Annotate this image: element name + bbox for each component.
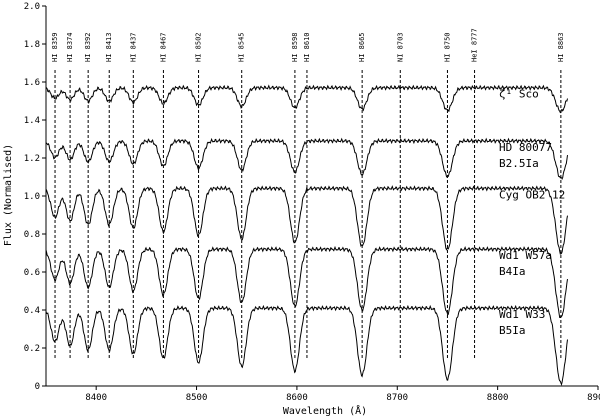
spectrum-label: B2.5Ia (499, 157, 539, 170)
spectrum-line (45, 245, 568, 318)
spectrum-label: ζ¹ Sco (499, 88, 539, 101)
line-id-label: HI 8392 (84, 32, 92, 62)
spectrum-label: B5Ia (499, 324, 526, 337)
spectrum-line (45, 185, 568, 255)
spectrum-line (45, 304, 568, 386)
line-id-label: HeI 8777 (471, 28, 479, 62)
line-id-label: HI 8863 (557, 32, 565, 62)
line-id-label: HI 8750 (443, 32, 451, 62)
y-tick-label: 1.4 (24, 116, 40, 126)
line-id-label: HI 8413 (105, 32, 113, 62)
spectrum-label: B4Ia (499, 265, 526, 278)
line-id-label: HI 8545 (238, 32, 246, 62)
x-tick-label: 8500 (186, 393, 208, 403)
y-tick-label: 0.4 (24, 306, 40, 316)
spectrum-label: Wd1 W33 (499, 308, 545, 321)
x-tick-label: 8800 (487, 393, 509, 403)
y-tick-label: 1.8 (24, 40, 40, 50)
line-id-label: HI 8665 (358, 32, 366, 62)
line-id-label: HI 8610 (303, 32, 311, 62)
line-id-label: HI 8437 (129, 32, 137, 62)
y-tick-label: 0 (35, 382, 40, 392)
spectrum-line (45, 84, 568, 114)
y-tick-label: 1.6 (24, 78, 40, 88)
line-id-label: HI 8359 (51, 32, 59, 62)
y-tick-label: 1.0 (24, 192, 40, 202)
spectrum-line (45, 137, 568, 181)
line-markers: HI 8359 HI 8374 HI 8392 HI 8413 HI 8437 HI 84… (51, 28, 565, 360)
y-tick-label: 0.2 (24, 344, 40, 354)
line-id-label: HI 8502 (195, 32, 203, 62)
labels: ζ¹ Sco HD 80077 B2.5Ia Cyg OB2 12 Wd1 W57a B4… (499, 88, 565, 337)
line-id-label: HI 8374 (66, 32, 74, 62)
spectrum-label: Wd1 W57a (499, 249, 552, 262)
spectra (45, 84, 568, 386)
x-axis-title: Wavelength (Å) (283, 404, 367, 417)
x-tick-label: 8400 (85, 393, 107, 403)
y-tick-label: 0.8 (24, 230, 40, 240)
line-id-label: HI 8598 (291, 32, 299, 62)
spectrum-label: Cyg OB2 12 (499, 188, 565, 201)
y-tick-label: 0.6 (24, 268, 40, 278)
line-id-label: HI 8467 (159, 32, 167, 62)
y-tick-label: 1.2 (24, 154, 40, 164)
y-tick-label: 2.0 (24, 2, 40, 12)
spectrum-label: HD 80077 (499, 141, 552, 154)
x-tick-label: 8700 (386, 393, 408, 403)
y-axis-title: Flux (Normalised) (3, 144, 14, 246)
x-tick-label: 8600 (286, 393, 308, 403)
line-id-label: NI 8703 (396, 32, 404, 62)
